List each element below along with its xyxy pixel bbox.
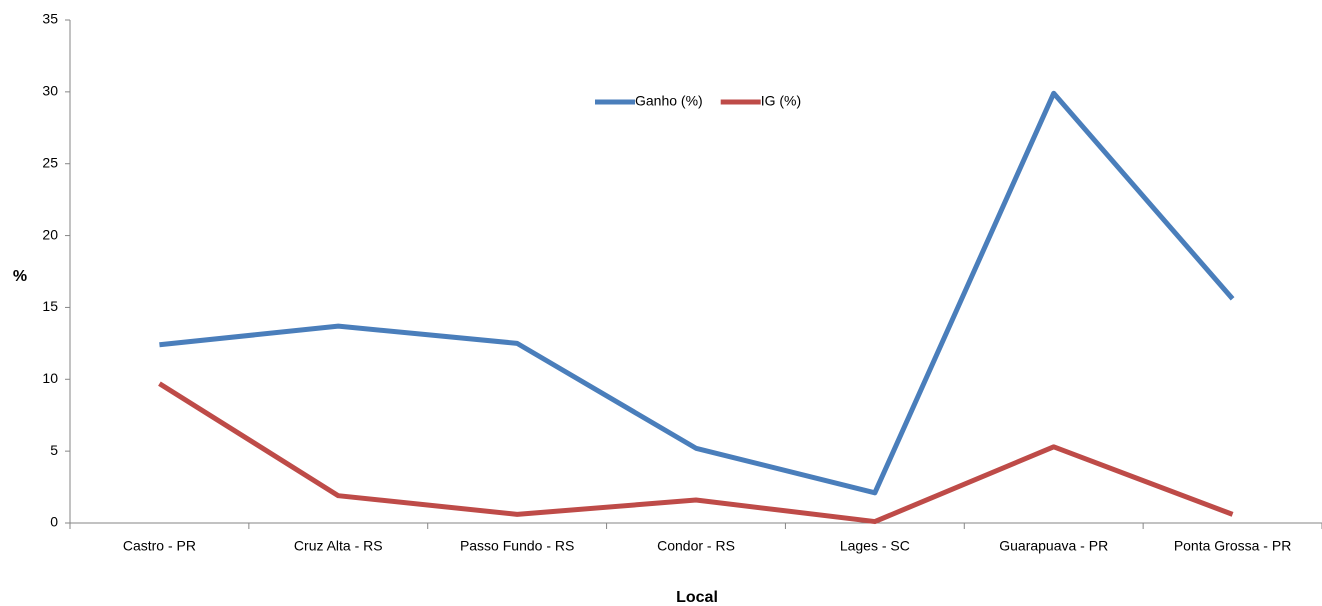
- series-line: [159, 90, 1235, 496]
- y-tick-label: 10: [42, 370, 58, 386]
- y-tick-label: 30: [42, 83, 58, 99]
- y-tick-label: 20: [42, 226, 58, 242]
- y-tick-label: 15: [42, 298, 58, 314]
- y-tick-label: 5: [50, 442, 58, 458]
- x-tick-label: Ponta Grossa - PR: [1174, 538, 1292, 554]
- x-tick-label: Condor - RS: [657, 538, 735, 554]
- x-tick-label: Castro - PR: [123, 538, 196, 554]
- y-tick-label: 0: [50, 514, 58, 530]
- legend-label: Ganho (%): [635, 93, 703, 109]
- series-line: [158, 381, 1234, 525]
- y-axis-label: %: [13, 268, 27, 285]
- x-tick-label: Cruz Alta - RS: [294, 538, 383, 554]
- y-tick-label: 25: [42, 154, 58, 170]
- y-tick-label: 35: [42, 11, 58, 27]
- x-tick-label: Passo Fundo - RS: [460, 538, 574, 554]
- x-tick-label: Lages - SC: [840, 538, 910, 554]
- legend-label: IG (%): [761, 93, 801, 109]
- x-axis-label: Local: [676, 589, 718, 606]
- x-tick-label: Guarapuava - PR: [999, 538, 1108, 554]
